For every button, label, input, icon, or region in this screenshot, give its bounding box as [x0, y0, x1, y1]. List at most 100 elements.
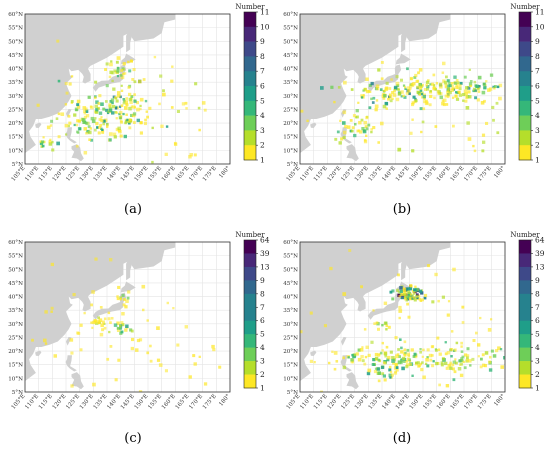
colorbar-segment: [519, 266, 531, 281]
density-cell: [405, 360, 408, 363]
density-cell: [342, 121, 346, 125]
density-cell: [426, 348, 430, 352]
density-cell: [420, 291, 424, 295]
density-cell: [365, 77, 369, 81]
density-cell: [381, 341, 384, 345]
density-cell: [383, 361, 387, 365]
density-cell: [48, 140, 52, 143]
density-cell: [453, 81, 457, 85]
colorbar-tick-label: 9: [535, 276, 540, 285]
colorbar-tick-label: 7: [260, 67, 265, 76]
density-cell: [350, 358, 354, 362]
density-cell: [466, 356, 469, 360]
lon-tick-label: 115°E: [313, 165, 329, 182]
density-cell: [102, 122, 106, 126]
density-cell: [374, 352, 378, 357]
density-cell: [124, 100, 128, 104]
density-cell: [203, 108, 207, 112]
density-cell: [364, 355, 368, 359]
density-cell: [395, 97, 400, 102]
density-cell: [425, 80, 430, 84]
density-cell: [132, 121, 136, 124]
density-cell: [397, 291, 401, 294]
density-cell: [151, 160, 154, 164]
density-cell: [193, 153, 197, 157]
colorbar-tick-label: 39: [535, 249, 545, 258]
density-cell: [446, 84, 450, 88]
density-cell: [405, 294, 408, 297]
density-cell: [448, 84, 452, 88]
density-cell: [188, 375, 192, 379]
density-cell: [411, 294, 414, 297]
density-cell: [360, 355, 364, 359]
density-cell: [148, 106, 152, 110]
density-cell: [406, 363, 410, 367]
density-cell: [172, 307, 175, 310]
density-cell: [472, 339, 476, 342]
density-cell: [92, 382, 96, 387]
caption-a: (a): [124, 202, 142, 217]
density-cell: [98, 94, 102, 98]
map-d: 60°N55°N50°N45°N40°N35°N30°N25°N20°N15°N…: [283, 231, 545, 411]
density-cell: [380, 365, 385, 369]
density-cell: [423, 296, 427, 300]
density-cell: [93, 128, 97, 132]
density-cell: [72, 293, 76, 297]
density-cell: [109, 62, 113, 67]
density-cell: [445, 366, 449, 370]
density-cell: [119, 298, 122, 301]
density-cell: [444, 94, 448, 98]
density-cell: [418, 68, 423, 72]
density-cell: [100, 116, 103, 119]
density-cell: [441, 71, 445, 74]
density-cell: [435, 349, 438, 352]
density-cell: [488, 360, 492, 364]
density-cell: [407, 86, 410, 90]
density-cell: [391, 297, 395, 301]
density-cell: [336, 130, 340, 134]
colorbar-tick-label: 3: [535, 357, 540, 366]
density-cell: [385, 107, 388, 110]
map-frame: [24, 13, 231, 165]
density-cell: [130, 95, 134, 98]
density-cell: [133, 99, 137, 103]
density-cell: [85, 114, 90, 118]
density-cell: [88, 138, 91, 141]
density-cell: [120, 330, 124, 334]
density-cell: [174, 142, 178, 146]
density-cell: [116, 66, 120, 70]
density-cell: [397, 273, 400, 277]
density-cell: [509, 131, 513, 135]
density-cell: [211, 344, 215, 349]
density-cell: [128, 118, 132, 121]
density-cell: [440, 361, 444, 365]
density-cell: [138, 338, 143, 342]
density-cell: [49, 138, 52, 141]
density-cell: [149, 359, 153, 363]
density-cell: [133, 80, 137, 84]
lon-tick-label: 125°E: [340, 393, 356, 410]
lon-tick-label: 135°E: [368, 165, 384, 182]
density-cell: [363, 140, 368, 144]
density-cell: [418, 364, 421, 368]
density-cell: [411, 103, 415, 107]
density-cell: [106, 125, 109, 128]
density-cell: [447, 89, 450, 92]
density-cell: [383, 89, 387, 93]
density-cell: [419, 89, 423, 93]
density-cell: [162, 92, 166, 97]
density-cell: [53, 354, 57, 358]
density-cell: [441, 295, 445, 299]
density-cell: [460, 350, 464, 353]
density-cell: [403, 360, 406, 363]
density-cell: [109, 345, 113, 348]
density-cell: [120, 89, 124, 92]
colorbar-segment: [519, 56, 531, 72]
density-cell: [342, 135, 346, 139]
density-cell: [357, 101, 360, 104]
lon-tick-label: 120°E: [52, 393, 68, 410]
density-cell: [105, 84, 109, 88]
density-cell: [450, 82, 454, 85]
density-cell: [402, 288, 407, 292]
density-cell: [97, 316, 100, 320]
